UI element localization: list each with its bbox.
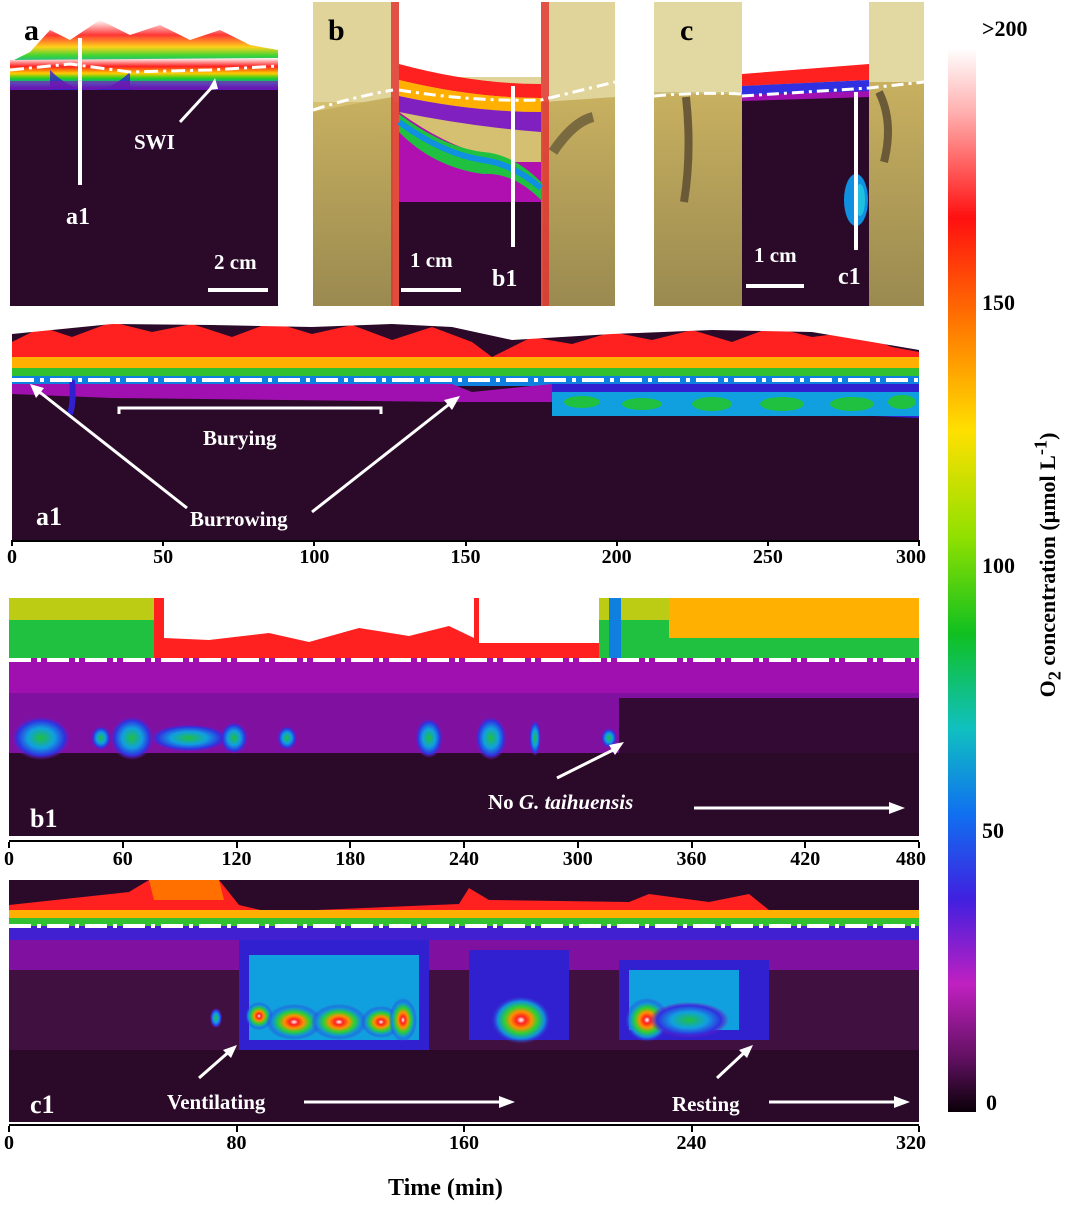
b1-x-tick-label: 240 [449, 848, 479, 870]
c1-x-tick-mark [690, 1126, 693, 1132]
c1-x-axis [9, 1124, 919, 1126]
a1-panel-label: a1 [36, 502, 62, 531]
b1-x-tick-label: 480 [896, 848, 926, 870]
colorbar-title-end: ) [1034, 432, 1060, 440]
a1-x-tick-label: 100 [299, 546, 330, 568]
x-axis-title: Time (min) [388, 1175, 503, 1201]
b1-panel-label: b1 [30, 804, 58, 833]
colorbar [948, 48, 976, 1112]
panel-c-letter: c [680, 14, 694, 47]
b1-x-tick-mark [235, 842, 238, 848]
b1-x-tick-mark [576, 842, 579, 848]
heatmap-c1 [9, 880, 919, 1122]
b1-x-tick-mark [690, 842, 693, 848]
c1-x-tick-mark [8, 1126, 10, 1132]
b1-x-axis [9, 840, 919, 842]
colorbar-title-sub: 2 [1044, 671, 1065, 681]
a1-profile-label: a1 [66, 204, 90, 230]
a-scale-label: 2 cm [214, 250, 257, 274]
a1-x-tick-label: 300 [896, 546, 926, 568]
b1-x-tick-mark [463, 842, 465, 848]
heatmap-a1 [12, 322, 919, 540]
a1-x-tick-mark [615, 540, 618, 546]
b1-x-tick-mark [8, 842, 10, 848]
a1-burying-label: Burying [203, 426, 277, 450]
a1-x-tick-label: 0 [7, 546, 17, 568]
heatmap-b1 [9, 598, 919, 836]
a1-x-tick-mark [313, 540, 316, 546]
c1-x-tick-label: 160 [449, 1132, 479, 1154]
b1-x-tick-label: 300 [562, 848, 593, 870]
a1-x-tick-mark [918, 540, 920, 546]
c1-x-tick-label: 240 [676, 1132, 707, 1154]
b1-x-tick-label: 120 [221, 848, 252, 870]
a1-x-tick-label: 150 [450, 546, 481, 568]
panel-c-image [654, 2, 924, 306]
a1-x-tick-mark [11, 540, 13, 546]
a1-x-tick-mark [464, 540, 467, 546]
b-scale-label: 1 cm [410, 248, 453, 272]
panel-a-letter: a [24, 14, 39, 47]
a1-x-tick-label: 200 [601, 546, 632, 568]
a1-x-tick-mark [162, 540, 165, 546]
c1-panel-label: c1 [30, 1090, 55, 1119]
a1-x-tick-label: 50 [153, 546, 174, 568]
colorbar-title-sup: -1 [1030, 439, 1051, 456]
c1-x-tick-label: 80 [226, 1132, 247, 1154]
b1-x-tick-label: 420 [790, 848, 821, 870]
panel-b-image [313, 2, 615, 306]
b1-no-label-text: No [488, 790, 519, 814]
c1-resting-label: Resting [672, 1092, 740, 1116]
b1-x-tick-label: 60 [112, 848, 133, 870]
panel-b-letter: b [328, 14, 345, 47]
c1-x-tick-label: 320 [896, 1132, 926, 1154]
colorbar-tick-100: 100 [982, 553, 1015, 578]
colorbar-title-pre: O [1034, 680, 1060, 698]
panel-a-image [10, 0, 278, 306]
colorbar-title-post: concentration (μmol L [1034, 455, 1060, 672]
a1-x-tick-mark [766, 540, 769, 546]
c1-ventilating-label: Ventilating [167, 1090, 266, 1114]
b1-x-tick-mark [804, 842, 807, 848]
c1-x-tick-mark [918, 1126, 920, 1132]
c1-x-tick-mark [235, 1126, 238, 1132]
b1-species-name: G. taihuensis [518, 790, 634, 814]
c-scale-label: 1 cm [754, 243, 797, 267]
colorbar-tick-50: 50 [982, 818, 1004, 843]
swi-label: SWI [134, 130, 175, 154]
b1-x-tick-mark [121, 842, 124, 848]
b1-x-tick-mark [349, 842, 352, 848]
b1-x-tick-mark [918, 842, 920, 848]
a1-x-tick-label: 250 [752, 546, 783, 568]
c1-profile-label: c1 [838, 264, 861, 290]
c1-x-tick-label: 0 [4, 1132, 14, 1154]
colorbar-title: O2 concentration (μmol L-1) [1031, 433, 1066, 698]
b1-no-gt-label: No G. taihuensis [488, 790, 633, 815]
a1-burrowing-label: Burrowing [190, 507, 288, 531]
colorbar-tick-150: 150 [982, 290, 1015, 315]
b1-x-tick-label: 180 [335, 848, 366, 870]
colorbar-tick-200: >200 [982, 16, 1028, 41]
b1-x-tick-label: 360 [676, 848, 707, 870]
b1-profile-label: b1 [492, 266, 518, 292]
colorbar-tick-0: 0 [986, 1090, 997, 1115]
c1-x-tick-mark [463, 1126, 465, 1132]
b1-x-tick-label: 0 [4, 848, 14, 870]
